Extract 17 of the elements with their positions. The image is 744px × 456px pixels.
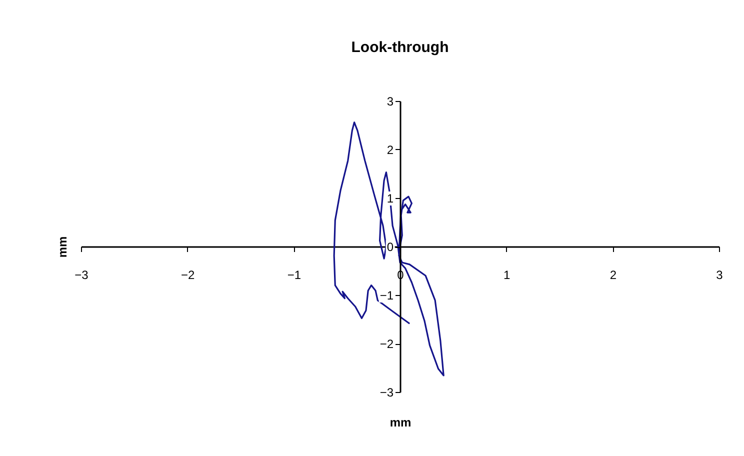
y-tick-label: 3	[386, 94, 394, 108]
y-tick-label: −1	[380, 288, 394, 302]
y-tick-label: 0	[386, 240, 394, 254]
x-axis-title: mm	[390, 416, 412, 430]
line-series	[333, 122, 444, 376]
y-axis-title: mm	[56, 236, 70, 258]
y-tick-label: 1	[386, 192, 394, 206]
x-tick-label: 2	[610, 268, 617, 282]
x-tick-label: −2	[180, 268, 195, 282]
y-tick-label: 2	[386, 143, 394, 157]
y-tick-label: −2	[380, 337, 394, 351]
x-tick-label: −1	[287, 268, 302, 282]
chart-title: Look-through	[351, 39, 449, 56]
x-tick-label: −3	[74, 268, 89, 282]
x-tick-label: 3	[716, 268, 724, 282]
x-tick-label: 1	[503, 268, 510, 282]
y-tick-label: −3	[380, 386, 394, 400]
